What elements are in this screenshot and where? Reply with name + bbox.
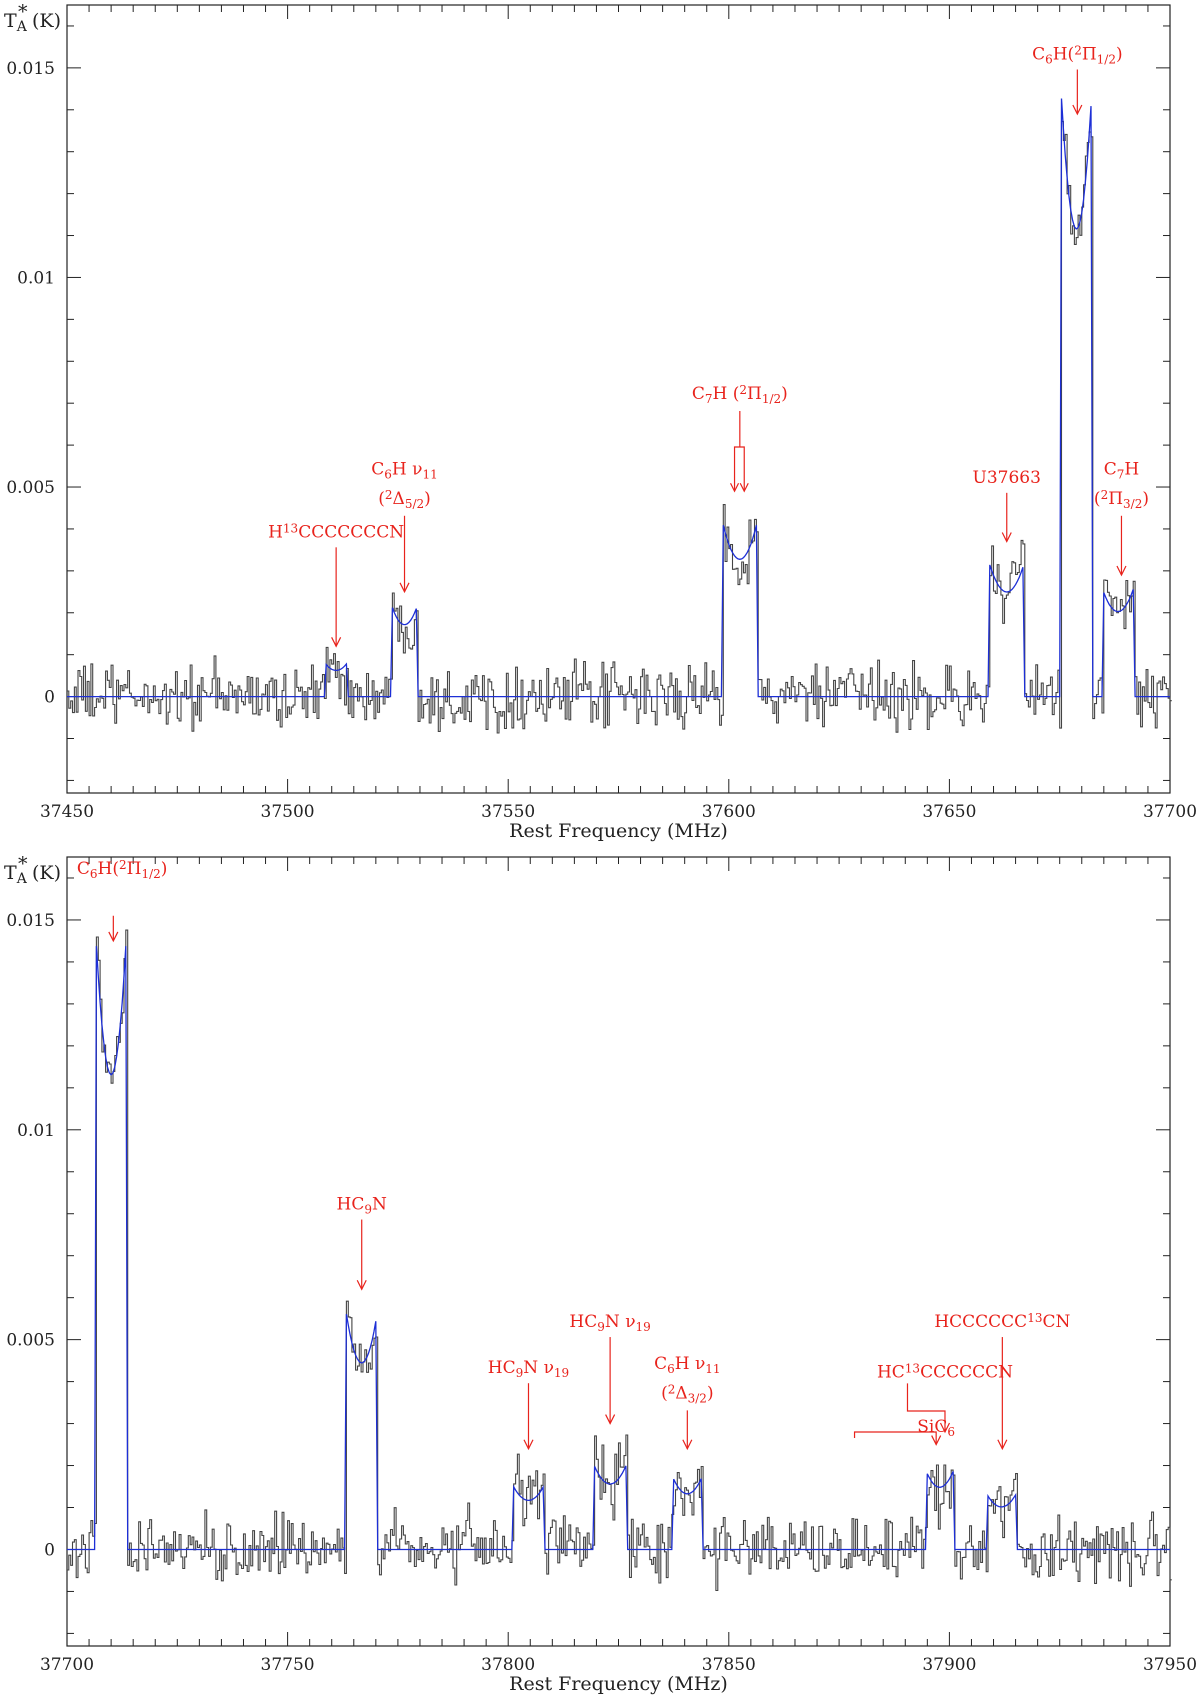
annotation-label: C6H ν11 [654, 1354, 721, 1376]
annotation-label: C6H(2Π1/2) [1032, 43, 1123, 66]
annotation-c6h-nu11: C6H ν11 (2Δ5/2) [371, 459, 438, 594]
x-tick-label: 37700 [1143, 802, 1197, 822]
annotation-bracket [733, 446, 745, 492]
annotation-label: HC9N [337, 1195, 387, 1217]
annotation-arrowhead [399, 582, 410, 594]
x-tick-label: 37800 [481, 1655, 535, 1675]
x-tick-label: 37950 [1143, 1655, 1197, 1675]
annotation-label: HC9N ν19 [488, 1358, 569, 1380]
annotation-label: U37663 [973, 468, 1041, 488]
y-tick-label: 0.01 [17, 268, 55, 288]
bottom-spectrum-panel: 37700 37750 37800 37850 37900 37950 0 0.005 0.01… [4, 853, 1197, 1695]
x-tick-label: 37650 [922, 802, 976, 822]
x-tick-label: 37850 [702, 1655, 756, 1675]
annotation-arrowhead [1116, 565, 1127, 577]
y-axis-label-star: * [18, 1, 28, 23]
annotation-c6h-12-top: C6H(2Π1/2) [1032, 43, 1123, 116]
annotation-hcccccc13cn: HCCCCCC13CN [934, 1311, 1070, 1451]
annotation-label: C7H [1104, 459, 1139, 481]
top-spectrum-panel: 37450 37500 37550 37600 37650 37700 0 0.005 0.01… [4, 1, 1197, 842]
x-tick-label: 37500 [261, 802, 315, 822]
y-axis-unit: (K) [32, 10, 61, 32]
annotation-label: H13CCCCCCCN [268, 521, 404, 542]
annotation-label: C6H ν11 [371, 459, 438, 481]
x-tick-label: 37900 [922, 1655, 976, 1675]
model-spectrum [67, 946, 1170, 1551]
x-tick-label: 37550 [481, 802, 535, 822]
y-tick-label: 0.015 [6, 911, 55, 931]
annotation-hc9n-nu19-b: HC9N ν19 [569, 1312, 651, 1425]
annotation-stem [853, 1431, 937, 1445]
annotation-label-line2: (2Δ3/2) [661, 1382, 714, 1405]
y-axis-label: TA [4, 862, 28, 887]
annotation-h13c: H13CCCCCCCN [268, 521, 404, 648]
annotation-c6h-nu11-b: C6H ν11 (2Δ3/2) [654, 1354, 721, 1451]
annotation-arrowhead [356, 1280, 367, 1291]
annotation-arrowhead [523, 1439, 534, 1451]
annotation-arrowhead [931, 1435, 942, 1446]
observed-spectrum [67, 120, 1172, 734]
annotation-u37663: U37663 [973, 468, 1041, 543]
y-axis-label: TA [4, 10, 28, 35]
y-axis-unit: (K) [32, 862, 61, 884]
annotation-sic6: SiC6 [853, 1417, 955, 1446]
y-tick-label: 0.005 [6, 478, 55, 498]
annotation-label: HC9N ν19 [569, 1312, 650, 1334]
annotation-arrowhead [331, 637, 342, 648]
annotation-arrowhead [1001, 532, 1012, 543]
annotation-label-line2: (2Δ5/2) [378, 487, 431, 510]
x-axis-label: Rest Frequency (MHz) [509, 820, 728, 842]
x-tick-label: 37450 [40, 802, 94, 822]
y-tick-label: 0 [44, 688, 55, 708]
annotation-hc13-b: HC13CCCCCCN [877, 1361, 1013, 1434]
model-spectrum [67, 98, 1170, 698]
annotation-arrowhead [682, 1439, 693, 1451]
annotation-hc9n: HC9N [337, 1195, 387, 1291]
annotation-label: HCCCCCC13CN [934, 1311, 1070, 1332]
annotation-c7h-32: C7H (2Π3/2) [1094, 459, 1149, 577]
x-axis-label: Rest Frequency (MHz) [509, 1673, 728, 1695]
x-tick-label: 37750 [261, 1655, 315, 1675]
annotation-arrowhead [997, 1439, 1008, 1451]
annotation-arrowhead [939, 1422, 951, 1434]
annotation-arrowhead [739, 482, 749, 493]
annotation-hc9n-nu19-a: HC9N ν19 [488, 1358, 569, 1451]
y-tick-label: 0.01 [17, 1121, 55, 1141]
annotation-arrowhead [729, 482, 740, 493]
x-tick-label: 37700 [40, 1655, 94, 1675]
annotation-label: C6H(2Π1/2) [77, 857, 168, 880]
y-tick-label: 0 [44, 1540, 55, 1560]
annotation-arrowhead [605, 1414, 616, 1425]
observed-spectrum [67, 929, 1172, 1592]
y-tick-label: 0.005 [6, 1331, 55, 1351]
annotation-label: HC13CCCCCCN [877, 1361, 1013, 1382]
plot-frame [66, 4, 1171, 794]
annotation-c7h-12: C7H (2Π1/2) [692, 383, 788, 493]
annotation-arrowhead [108, 931, 119, 943]
annotation-c6h-12-bottom: C6H(2Π1/2) [77, 857, 168, 943]
annotation-label: C7H (2Π1/2) [692, 383, 788, 406]
annotation-arrowhead [1072, 104, 1083, 116]
annotation-stem [906, 1383, 946, 1432]
y-tick-label: 0.015 [6, 59, 55, 79]
annotation-label-line2: (2Π3/2) [1094, 487, 1149, 510]
y-axis-label-star: * [18, 853, 28, 875]
x-tick-label: 37600 [702, 802, 756, 822]
